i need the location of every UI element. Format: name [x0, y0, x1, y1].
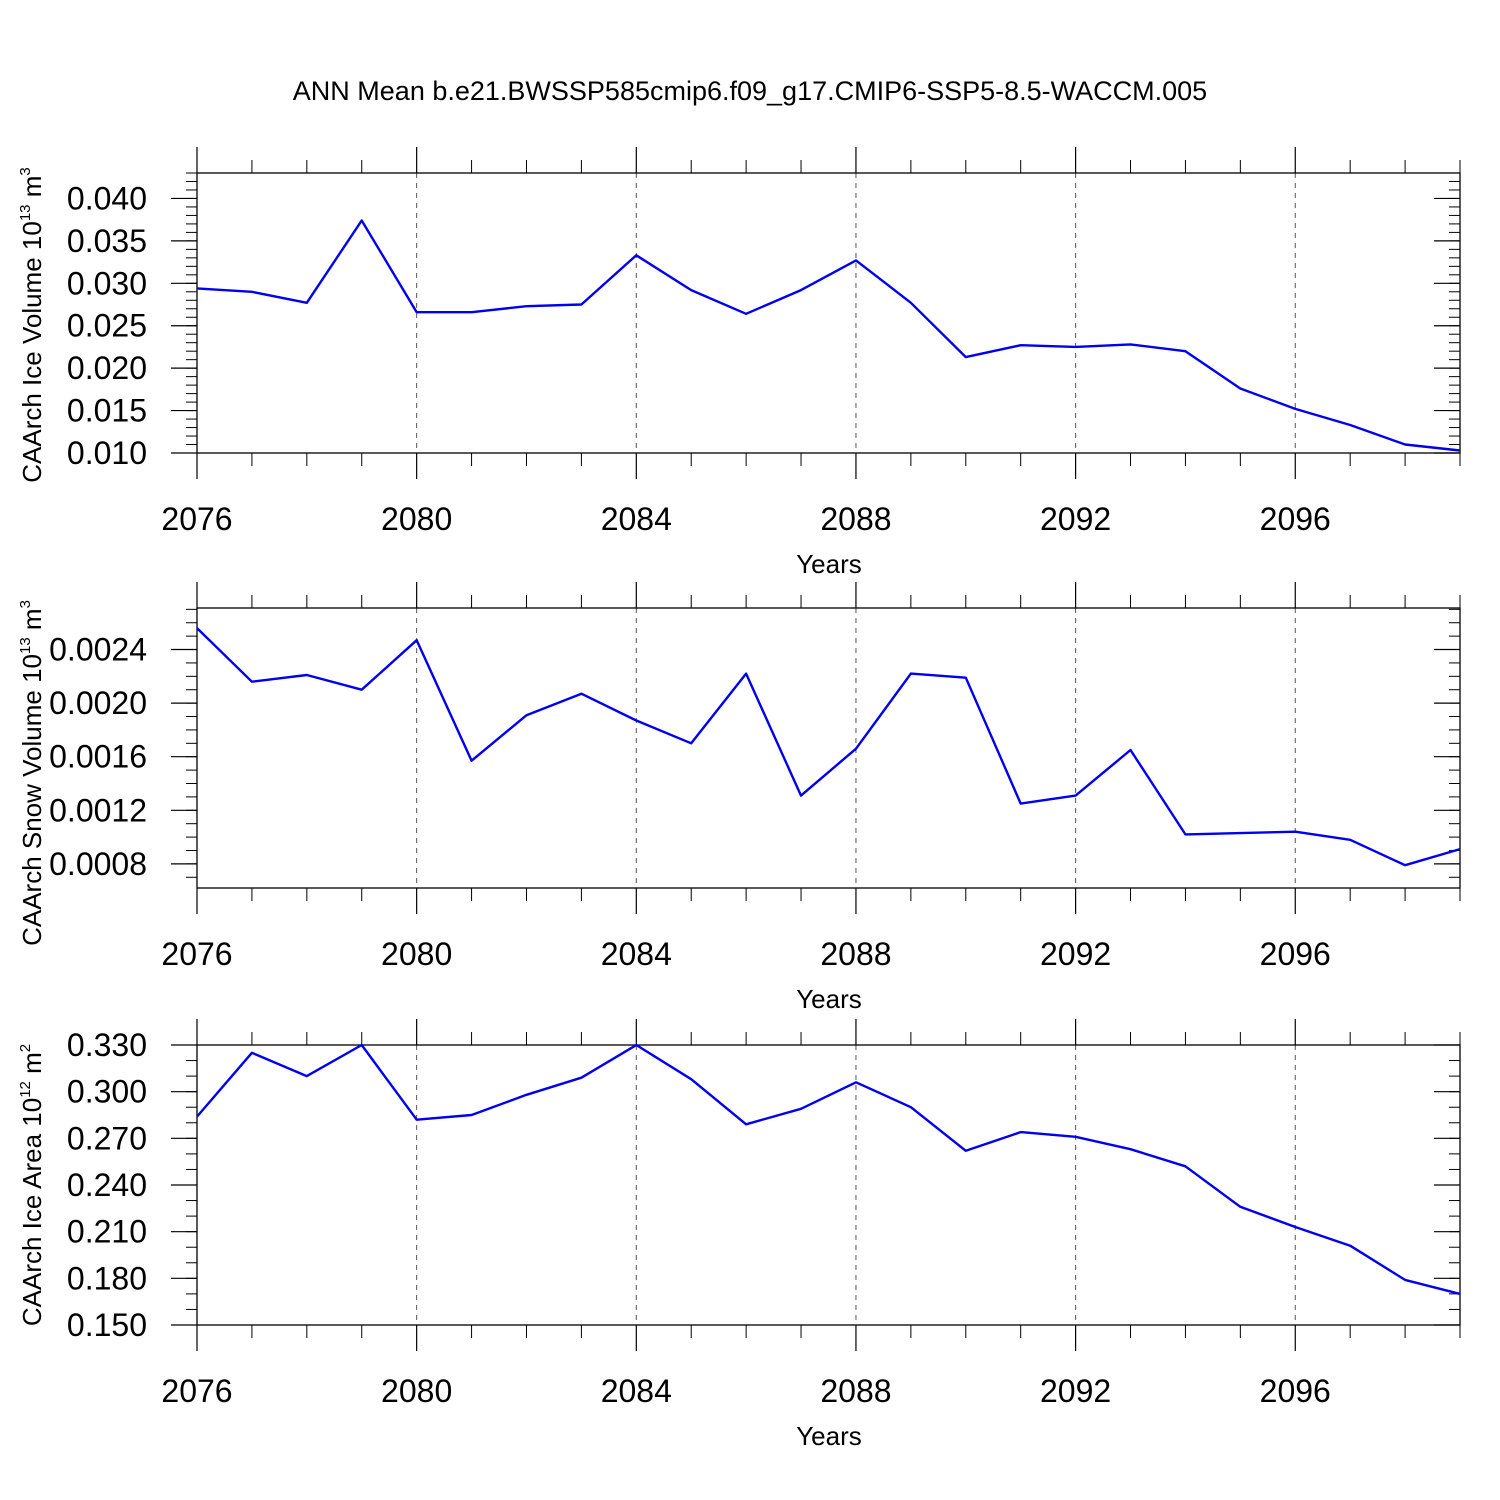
x-tick-label: 2092 — [1040, 1373, 1111, 1409]
y-tick-label: 0.0016 — [49, 739, 147, 775]
y-tick-label: 0.020 — [67, 350, 147, 386]
x-tick-label: 2084 — [601, 501, 672, 537]
series-line — [196, 1043, 1461, 1296]
x-tick-label: 2080 — [381, 501, 452, 537]
x-tick-label: 2088 — [820, 936, 891, 972]
x-tick-label: 2076 — [161, 936, 232, 972]
y-tick-label: 0.035 — [67, 223, 147, 259]
y-tick-label: 0.240 — [67, 1167, 147, 1203]
y-axis-label-part: 13 — [17, 637, 34, 654]
plot-frame — [196, 1044, 1461, 1326]
x-axis-label: Years — [796, 1421, 862, 1451]
y-tick-label: 0.270 — [67, 1120, 147, 1156]
x-tick-label: 2092 — [1040, 936, 1111, 972]
y-axis-label-part: CAArch Snow Volume 10 — [17, 654, 47, 946]
y-tick-label: 0.015 — [67, 393, 147, 429]
x-tick-label: 2080 — [381, 936, 452, 972]
y-tick-label: 0.330 — [67, 1027, 147, 1063]
y-axis-label-part: m — [17, 176, 47, 205]
x-tick-label: 2096 — [1260, 501, 1331, 537]
x-tick-label: 2088 — [820, 501, 891, 537]
y-tick-label: 0.180 — [67, 1260, 147, 1296]
y-axis-label-part: CAArch Ice Area 10 — [17, 1098, 47, 1326]
plot-frame — [196, 172, 1461, 454]
x-tick-label: 2080 — [381, 1373, 452, 1409]
y-tick-label: 0.0024 — [49, 632, 147, 668]
series-line — [196, 219, 1461, 452]
panel-1: 2076 2080 2084 2088 2092 2096 Years 0.010 0.015 0… — [17, 147, 1461, 579]
y-axis-label-part: 3 — [17, 167, 34, 175]
x-tick-label: 2084 — [601, 936, 672, 972]
x-tick-label: 2084 — [601, 1373, 672, 1409]
figure-title: ANN Mean b.e21.BWSSP585cmip6.f09_g17.CMI… — [293, 76, 1207, 106]
panel-2: 2076 2080 2084 2088 2092 2096 Years 0.0008 0.001… — [17, 582, 1461, 1014]
y-axis-label-part: 3 — [17, 600, 34, 608]
y-tick-label: 0.025 — [67, 308, 147, 344]
panel-3: 2076 2080 2084 2088 2092 2096 Years 0.150 0.180 0… — [17, 1019, 1461, 1451]
x-tick-label: 2096 — [1260, 1373, 1331, 1409]
x-tick-label: 2092 — [1040, 501, 1111, 537]
x-axis-label: Years — [796, 549, 862, 579]
y-tick-label: 0.0008 — [49, 846, 147, 882]
y-axis-label-part: 2 — [17, 1044, 34, 1052]
y-axis-label-part: 12 — [17, 1081, 34, 1098]
y-tick-label: 0.300 — [67, 1074, 147, 1110]
x-tick-label: 2088 — [820, 1373, 891, 1409]
y-tick-label: 0.040 — [67, 180, 147, 216]
y-axis-label-part: m — [17, 1052, 47, 1081]
y-tick-label: 0.010 — [67, 435, 147, 471]
y-axis-label-part: 13 — [17, 204, 34, 221]
y-axis-label: CAArch Ice Area 1012 m2 — [17, 1044, 47, 1326]
series-line — [196, 627, 1461, 867]
y-tick-label: 0.0012 — [49, 792, 147, 828]
y-axis-label-part: CAArch Ice Volume 10 — [17, 221, 47, 483]
y-tick-label: 0.030 — [67, 265, 147, 301]
plot-frame — [196, 607, 1461, 889]
x-tick-label: 2096 — [1260, 936, 1331, 972]
x-axis-label: Years — [796, 984, 862, 1014]
y-tick-label: 0.150 — [67, 1307, 147, 1343]
y-tick-label: 0.0020 — [49, 685, 147, 721]
x-tick-label: 2076 — [161, 501, 232, 537]
y-tick-label: 0.210 — [67, 1214, 147, 1250]
y-axis-label: CAArch Snow Volume 1013 m3 — [17, 600, 47, 946]
x-tick-label: 2076 — [161, 1373, 232, 1409]
y-axis-label-part: m — [17, 608, 47, 637]
y-axis-label: CAArch Ice Volume 1013 m3 — [17, 167, 47, 483]
